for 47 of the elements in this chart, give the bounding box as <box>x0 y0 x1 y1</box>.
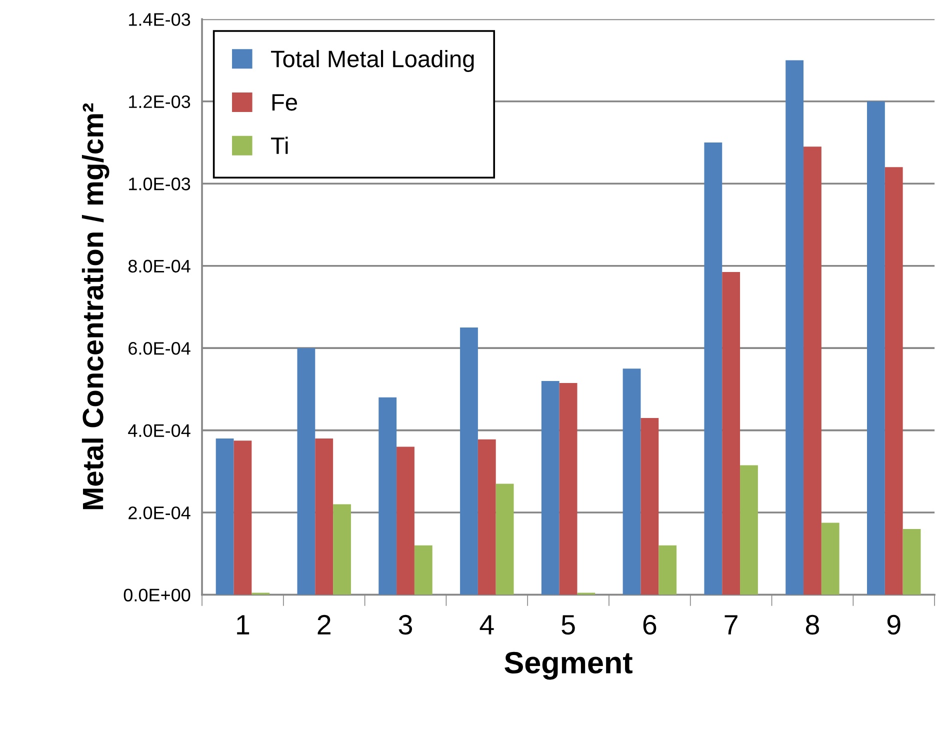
y-tick-label: 1.4E-03 <box>129 13 190 26</box>
bar <box>460 328 478 595</box>
bar <box>867 101 885 595</box>
bar <box>658 545 677 595</box>
bar <box>786 60 804 595</box>
bar <box>396 446 414 595</box>
x-tick-label: 9 <box>887 614 900 635</box>
x-axis-title: Segment <box>504 652 632 680</box>
x-tick-label: 7 <box>724 615 738 634</box>
bar <box>804 146 822 595</box>
y-tick-label: 2.0E-04 <box>128 506 190 520</box>
bar <box>216 438 234 595</box>
bar <box>496 484 514 595</box>
bar <box>378 397 397 595</box>
x-tick-label: 2 <box>318 614 330 634</box>
bar <box>559 383 578 595</box>
bar <box>478 439 496 595</box>
x-tick-label: 5 <box>562 615 575 635</box>
bar <box>640 418 659 595</box>
x-tick-label: 8 <box>806 614 819 635</box>
y-tick-label: 6.0E-04 <box>128 342 190 355</box>
bar <box>704 142 722 595</box>
bar <box>414 545 432 595</box>
bar <box>333 504 351 595</box>
y-tick-label: 0.0E+00 <box>124 588 190 602</box>
y-tick-label: 1.2E-03 <box>129 95 190 108</box>
bar <box>234 440 252 595</box>
x-tick-label: 6 <box>643 614 656 635</box>
legend-label: Total Metal Loading <box>271 50 474 72</box>
y-tick-label: 4.0E-04 <box>128 424 190 438</box>
bar <box>541 380 560 595</box>
bar <box>622 368 641 595</box>
bar <box>315 438 334 595</box>
bar <box>902 528 921 595</box>
x-tick-label: 3 <box>398 614 412 635</box>
bar <box>722 272 740 595</box>
x-tick-label: 4 <box>480 615 494 634</box>
y-axis-title: Metal Concentration / mg/cm² <box>82 103 110 510</box>
y-tick-label: 1.0E-03 <box>129 178 190 190</box>
bar <box>821 522 840 595</box>
legend-label: Ti <box>271 136 288 154</box>
bar <box>884 167 903 595</box>
y-tick-label: 8.0E-04 <box>128 260 190 273</box>
x-tick-label: 1 <box>237 615 250 634</box>
bar <box>740 465 758 595</box>
bar <box>297 348 316 595</box>
legend-label: Fe <box>272 94 297 111</box>
